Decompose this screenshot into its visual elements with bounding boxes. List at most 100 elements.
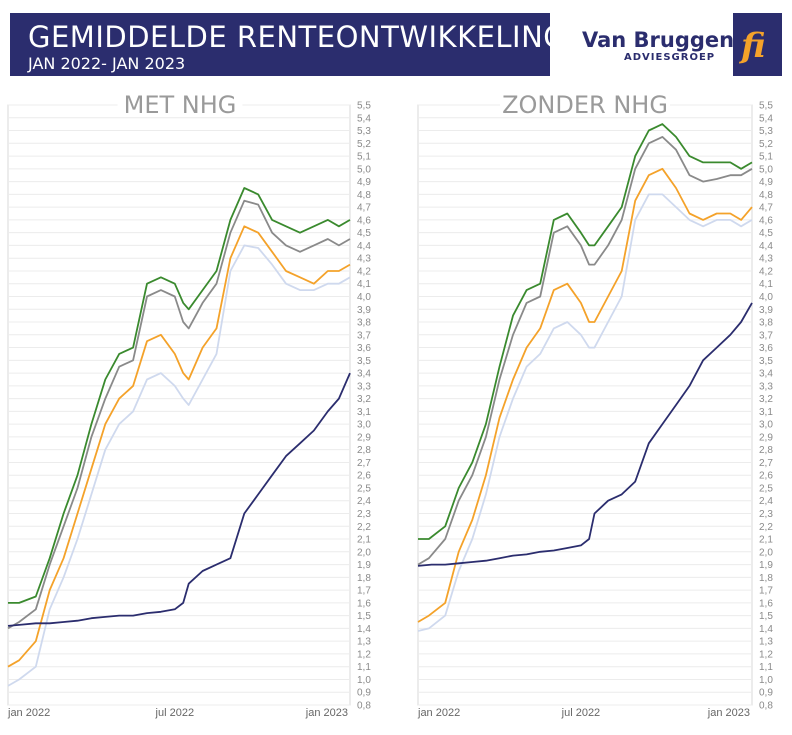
y-tick-label: 2,9 <box>357 432 371 443</box>
y-tick-label: 2,6 <box>357 471 371 482</box>
y-tick-label: 4,9 <box>357 177 371 188</box>
series-line-3 <box>7 225 351 668</box>
y-tick-label: 2,1 <box>357 535 371 546</box>
y-tick-label: 4,0 <box>759 292 773 303</box>
y-tick-label: 5,2 <box>357 139 371 150</box>
chart-title-background <box>500 92 670 116</box>
y-tick-label: 4,3 <box>759 254 773 265</box>
x-tick-label: jul 2022 <box>561 707 601 719</box>
chart-panel-1: 0,80,91,01,11,21,31,41,51,61,71,81,92,02… <box>7 91 371 719</box>
y-tick-label: 2,1 <box>759 535 773 546</box>
y-tick-label: 1,4 <box>759 624 773 635</box>
y-tick-label: 1,7 <box>759 586 773 597</box>
y-tick-label: 5,4 <box>759 113 773 124</box>
chart-frame <box>7 104 351 706</box>
chart-frame <box>417 104 753 706</box>
y-tick-label: 3,3 <box>759 381 773 392</box>
y-tick-label: 4,6 <box>357 215 371 226</box>
y-tick-label: 1,2 <box>759 649 773 660</box>
y-tick-label: 2,7 <box>357 458 371 469</box>
y-tick-label: 5,1 <box>357 152 371 163</box>
y-tick-label: 0,9 <box>357 688 371 699</box>
y-tick-label: 1,8 <box>357 573 371 584</box>
y-tick-label: 1,3 <box>357 637 371 648</box>
y-tick-label: 5,4 <box>357 113 371 124</box>
header-banner: GEMIDDELDE RENTEONTWIKKELING JAN 2022- J… <box>10 13 566 76</box>
y-tick-label: 2,7 <box>759 458 773 469</box>
x-tick-label: jan 2022 <box>7 707 50 719</box>
y-tick-label: 2,3 <box>759 509 773 520</box>
series-line-4 <box>7 244 351 687</box>
y-tick-label: 4,4 <box>759 241 773 252</box>
y-tick-label: 4,8 <box>357 190 371 201</box>
chart-title: MET NHG <box>124 91 237 119</box>
y-tick-label: 1,5 <box>759 611 773 622</box>
y-tick-label: 2,6 <box>759 471 773 482</box>
y-tick-label: 2,4 <box>759 496 773 507</box>
y-tick-label: 1,0 <box>357 675 371 686</box>
y-tick-label: 4,2 <box>357 266 371 277</box>
y-tick-label: 2,0 <box>357 547 371 558</box>
y-tick-label: 4,1 <box>759 279 773 290</box>
y-tick-label: 1,1 <box>759 662 773 673</box>
y-tick-label: 1,9 <box>759 560 773 571</box>
y-tick-label: 4,0 <box>357 292 371 303</box>
chart-title-background <box>117 92 243 116</box>
series-line-2 <box>417 135 753 566</box>
series-line-3 <box>417 167 753 623</box>
y-tick-label: 1,8 <box>759 573 773 584</box>
y-tick-label: 5,1 <box>759 152 773 163</box>
y-tick-label: 1,6 <box>759 598 773 609</box>
y-tick-label: 4,6 <box>759 215 773 226</box>
x-tick-label: jan 2023 <box>305 707 348 719</box>
y-tick-label: 4,5 <box>759 228 773 239</box>
y-tick-label: 1,6 <box>357 598 371 609</box>
chart-panel-2: 0,80,91,01,11,21,31,41,51,61,71,81,92,02… <box>417 91 773 719</box>
y-tick-label: 3,7 <box>357 330 371 341</box>
y-tick-label: 3,3 <box>357 381 371 392</box>
y-tick-label: 1,5 <box>357 611 371 622</box>
y-tick-label: 5,3 <box>759 126 773 137</box>
y-tick-label: 3,7 <box>759 330 773 341</box>
y-tick-label: 3,2 <box>759 394 773 405</box>
y-tick-label: 5,0 <box>759 164 773 175</box>
y-tick-label: 4,9 <box>759 177 773 188</box>
series-line-4 <box>417 193 753 632</box>
y-tick-label: 5,0 <box>357 164 371 175</box>
y-tick-label: 1,9 <box>357 560 371 571</box>
y-tick-label: 3,1 <box>759 407 773 418</box>
page-subtitle: JAN 2022- JAN 2023 <box>28 54 186 73</box>
y-tick-label: 5,5 <box>357 101 371 112</box>
series-line-1 <box>418 123 753 540</box>
page-title: GEMIDDELDE RENTEONTWIKKELING <box>28 20 567 54</box>
y-tick-label: 3,5 <box>357 356 371 367</box>
y-tick-label: 3,8 <box>357 318 371 329</box>
y-tick-label: 2,5 <box>759 483 773 494</box>
x-tick-label: jan 2022 <box>417 707 460 719</box>
y-tick-label: 3,2 <box>357 394 371 405</box>
y-tick-label: 0,9 <box>759 688 773 699</box>
y-tick-label: 5,5 <box>759 101 773 112</box>
y-tick-label: 3,5 <box>759 356 773 367</box>
chart-title: ZONDER NHG <box>502 91 668 119</box>
y-tick-label: 1,4 <box>357 624 371 635</box>
y-tick-label: 0,8 <box>759 701 773 712</box>
y-tick-label: 3,4 <box>357 369 371 380</box>
fi-logo-mark: fi <box>738 26 766 66</box>
y-tick-label: 4,3 <box>357 254 371 265</box>
y-tick-label: 2,0 <box>759 547 773 558</box>
y-tick-label: 2,8 <box>759 445 773 456</box>
y-tick-label: 2,2 <box>759 522 773 533</box>
series-line-1 <box>8 187 351 604</box>
y-tick-label: 1,2 <box>357 649 371 660</box>
y-tick-label: 3,9 <box>759 305 773 316</box>
x-tick-label: jan 2023 <box>707 707 750 719</box>
y-tick-label: 3,4 <box>759 369 773 380</box>
y-tick-label: 2,4 <box>357 496 371 507</box>
y-tick-label: 3,6 <box>759 343 773 354</box>
y-tick-label: 4,7 <box>357 203 371 214</box>
y-tick-label: 3,0 <box>357 420 371 431</box>
fi-logo-icon: fi <box>738 26 766 66</box>
series-line-2 <box>7 199 351 630</box>
